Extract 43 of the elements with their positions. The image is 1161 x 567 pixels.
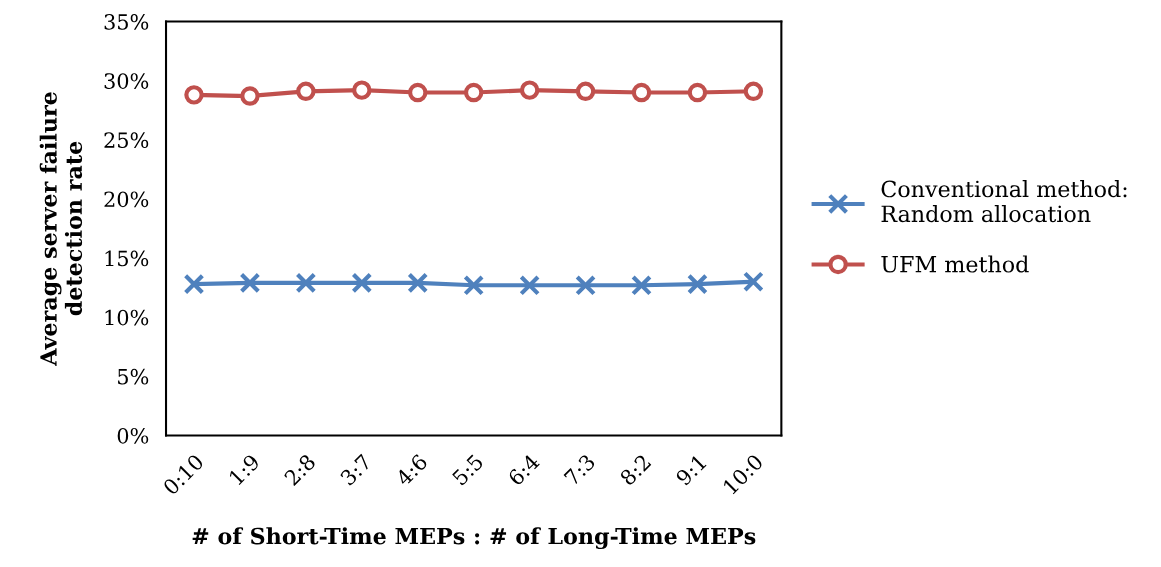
y-tick-label: 25% — [104, 132, 149, 149]
y-tick-label: 5% — [118, 368, 149, 385]
y-tick-label: 30% — [104, 73, 149, 89]
point — [743, 81, 764, 102]
x-tick-label: 8:2 — [619, 453, 652, 487]
point — [408, 82, 428, 103]
point — [407, 272, 429, 294]
y-tick-label: 15% — [105, 250, 149, 267]
point — [183, 273, 205, 295]
point — [575, 81, 596, 102]
point — [352, 80, 372, 100]
x-tick-label: 2:8 — [283, 453, 317, 487]
point — [631, 82, 652, 103]
point — [687, 82, 708, 103]
point — [631, 274, 652, 296]
point — [351, 272, 373, 294]
point — [742, 271, 764, 293]
point — [519, 80, 540, 100]
y-axis-title: Average server failure detection rate — [39, 92, 83, 366]
y-tick-label: 10% — [105, 309, 149, 326]
x-axis-title: # of Short-Time MEPs : # of Long-Time MEPs — [192, 527, 756, 550]
x-tick-label: 9:1 — [674, 454, 707, 487]
point — [519, 274, 541, 296]
point — [296, 81, 316, 102]
legend-label: Conventional method: Random allocation — [881, 180, 1127, 223]
point — [463, 82, 484, 103]
point — [463, 274, 485, 296]
point — [240, 86, 260, 106]
point — [239, 272, 261, 294]
y-tick-label: 0% — [117, 427, 149, 444]
x-tick-label: 5:5 — [451, 453, 484, 486]
legend-label: UFM method — [881, 255, 1029, 273]
point — [295, 272, 317, 294]
x-tick-label: 7:3 — [563, 453, 596, 486]
x-tick-label: 1:9 — [228, 453, 261, 486]
x-tick-label: 3:7 — [339, 453, 373, 487]
x-tick-label: 4:6 — [394, 453, 429, 487]
y-tick-label: 20% — [104, 191, 149, 208]
y-tick-label: 35% — [104, 14, 149, 30]
point — [184, 85, 204, 105]
point — [575, 274, 596, 296]
x-tick-label: 6:4 — [507, 453, 541, 487]
point — [687, 273, 708, 295]
